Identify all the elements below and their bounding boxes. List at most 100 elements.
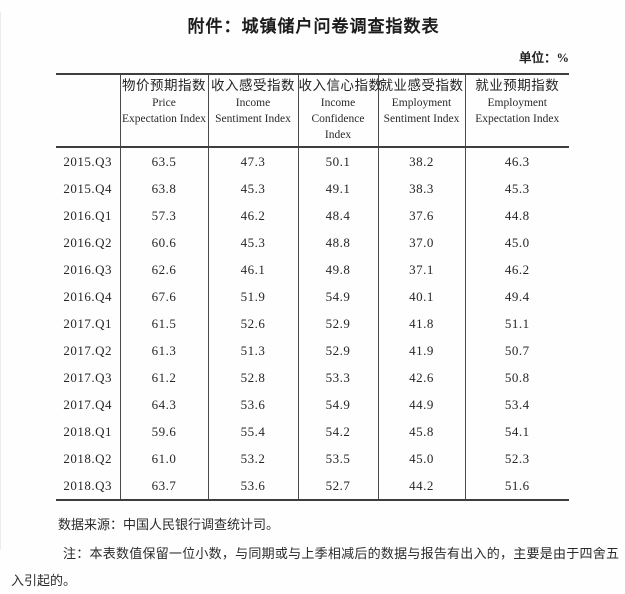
column-header-cn: 物价预期指数 (122, 78, 206, 93)
table-row: 2018.Q1 59.6 55.4 54.2 45.8 54.1 (56, 418, 569, 445)
value-cell: 45.3 (207, 175, 298, 202)
table-row: 2017.Q4 64.3 53.6 54.9 44.9 53.4 (56, 391, 569, 418)
value-cell: 47.3 (207, 147, 298, 175)
page-title: 附件：城镇储户问卷调查指数表 (187, 17, 440, 36)
value-cell: 51.1 (464, 310, 569, 337)
column-header-cn: 收入信心指数 (298, 78, 383, 93)
table-body: 2015.Q3 63.5 47.3 50.1 38.2 46.3 2015.Q4 63.8 45… (56, 147, 569, 500)
table-row: 2016.Q3 62.6 46.1 49.8 37.1 46.2 (56, 256, 569, 283)
value-cell: 51.3 (207, 337, 298, 364)
value-cell: 53.4 (464, 391, 569, 418)
column-header-en: Expectation Index (475, 113, 560, 125)
column-header-en: Sentiment Index (215, 113, 291, 125)
value-cell: 40.1 (377, 283, 465, 310)
value-cell: 50.8 (464, 364, 569, 391)
survey-index-table: 物价预期指数 Price Expectation Index 收入感受指数 Income… (56, 73, 569, 501)
value-cell: 52.6 (207, 310, 298, 337)
column-header: 物价预期指数 Price Expectation Index (119, 74, 208, 148)
corner-cell (56, 74, 120, 148)
value-cell: 63.8 (119, 175, 208, 202)
value-cell: 63.5 (119, 147, 208, 175)
value-cell: 54.2 (297, 418, 378, 445)
table-row: 2016.Q2 60.6 45.3 48.8 37.0 45.0 (56, 229, 569, 256)
column-header: 就业感受指数 Employment Sentiment Index (377, 74, 465, 148)
column-header-en: Sentiment Index (383, 113, 460, 125)
table-row: 2017.Q1 61.5 52.6 52.9 41.8 51.1 (56, 310, 569, 337)
value-cell: 41.9 (377, 337, 465, 364)
value-cell: 61.2 (119, 364, 208, 391)
footnote: 注：本表数值保留一位小数，与同期或与上季相减后的数据与报告有出入的，主要是由于四… (11, 546, 619, 588)
column-header: 就业预期指数 Employment Expectation Index (464, 74, 569, 148)
value-cell: 38.3 (377, 175, 465, 202)
value-cell: 45.0 (464, 229, 569, 256)
column-header-en: Employment (487, 97, 547, 109)
value-cell: 61.5 (119, 310, 208, 337)
column-header-cn: 就业感受指数 (379, 78, 464, 93)
value-cell: 52.8 (207, 364, 298, 391)
period-cell: 2017.Q1 (63, 315, 113, 331)
value-cell: 59.6 (119, 418, 208, 445)
column-header: 收入信心指数 Income Confidence Index (297, 74, 383, 148)
value-cell: 44.8 (464, 202, 569, 229)
value-cell: 52.3 (464, 445, 569, 472)
column-header-cn: 收入感受指数 (211, 78, 295, 93)
value-cell: 38.2 (377, 147, 465, 175)
value-cell: 45.3 (464, 175, 569, 202)
column-header-en: Confidence Index (311, 113, 365, 141)
table-row: 2016.Q1 57.3 46.2 48.4 37.6 44.8 (56, 202, 569, 229)
value-cell: 52.7 (297, 472, 378, 500)
value-cell: 52.9 (297, 337, 378, 364)
value-cell: 51.6 (464, 472, 569, 500)
value-cell: 53.6 (207, 391, 298, 418)
value-cell: 54.9 (297, 283, 378, 310)
value-cell: 37.1 (377, 256, 465, 283)
value-cell: 50.7 (464, 337, 569, 364)
period-cell: 2015.Q3 (63, 153, 113, 169)
period-cell: 2017.Q3 (63, 369, 113, 385)
value-cell: 55.4 (207, 418, 298, 445)
table-row: 2015.Q4 63.8 45.3 49.1 38.3 45.3 (56, 175, 569, 202)
column-header-en: Expectation Index (122, 113, 206, 125)
table-row: 2016.Q4 67.6 51.9 54.9 40.1 49.4 (56, 283, 569, 310)
column-header: 收入感受指数 Income Sentiment Index (207, 74, 298, 148)
period-cell: 2018.Q3 (63, 477, 113, 493)
value-cell: 49.1 (297, 175, 378, 202)
value-cell: 50.1 (297, 147, 378, 175)
column-header-cn: 就业预期指数 (475, 78, 560, 93)
period-cell: 2016.Q4 (63, 288, 113, 304)
value-cell: 53.3 (297, 364, 378, 391)
value-cell: 52.9 (297, 310, 378, 337)
table-row: 2017.Q2 61.3 51.3 52.9 41.9 50.7 (56, 337, 569, 364)
column-header-en: Income (235, 97, 271, 109)
value-cell: 46.2 (464, 256, 569, 283)
value-cell: 53.2 (207, 445, 298, 472)
column-header-en: Income (320, 97, 356, 109)
value-cell: 62.6 (119, 256, 208, 283)
table-row: 2015.Q3 63.5 47.3 50.1 38.2 46.3 (56, 147, 569, 175)
value-cell: 46.2 (207, 202, 298, 229)
table-row: 2018.Q3 63.7 53.6 52.7 44.2 51.6 (56, 472, 569, 500)
value-cell: 53.5 (297, 445, 378, 472)
value-cell: 54.9 (297, 391, 378, 418)
value-cell: 45.8 (377, 418, 465, 445)
value-cell: 61.3 (119, 337, 208, 364)
value-cell: 53.6 (207, 472, 298, 500)
value-cell: 60.6 (119, 229, 208, 256)
value-cell: 44.2 (377, 472, 465, 500)
value-cell: 46.3 (464, 147, 569, 175)
column-header-en: Employment (391, 97, 452, 109)
period-cell: 2017.Q4 (63, 396, 113, 412)
period-cell: 2018.Q2 (63, 450, 113, 466)
column-header-en: Price (152, 97, 176, 109)
value-cell: 51.9 (207, 283, 298, 310)
value-cell: 67.6 (119, 283, 208, 310)
value-cell: 48.4 (297, 202, 378, 229)
value-cell: 37.6 (377, 202, 465, 229)
value-cell: 46.1 (207, 256, 298, 283)
value-cell: 42.6 (377, 364, 465, 391)
value-cell: 49.4 (464, 283, 569, 310)
document-page: { "title": "附件：城镇储户问卷调查指数表", "unit_label… (0, 12, 625, 588)
period-cell: 2016.Q2 (63, 234, 113, 250)
value-cell: 61.0 (119, 445, 208, 472)
period-cell: 2018.Q1 (63, 423, 113, 439)
